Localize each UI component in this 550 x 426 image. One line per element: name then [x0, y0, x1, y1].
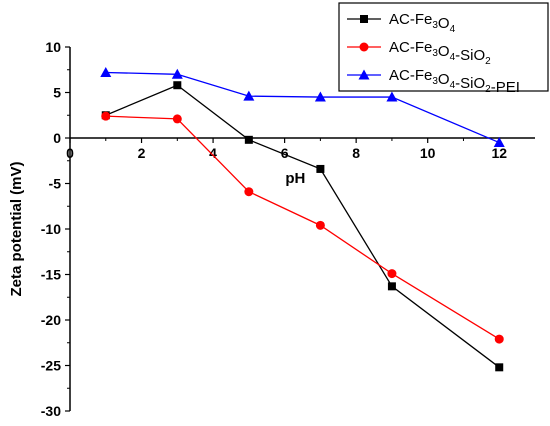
- series-line: [105, 84, 500, 368]
- x-axis-title: pH: [285, 170, 305, 187]
- x-tick-label: 10: [420, 145, 436, 161]
- data-point: [493, 137, 505, 148]
- legend-label: AC-Fe3O4-SiO2: [389, 39, 491, 67]
- y-tick-label: -10: [41, 221, 61, 237]
- series-2: [101, 111, 504, 344]
- data-point: [171, 68, 183, 79]
- data-point: [495, 363, 504, 372]
- x-tick-label: 2: [138, 145, 146, 161]
- y-tick-label: -30: [41, 403, 61, 419]
- x-tick-label: 0: [66, 145, 74, 161]
- legend-marker: [359, 42, 369, 52]
- y-axis-title: Zeta potential (mV): [8, 161, 25, 296]
- series-line: [105, 115, 500, 340]
- legend-label: AC-Fe3O4-SiO2-PEI: [389, 67, 520, 96]
- x-tick-label: 8: [352, 145, 360, 161]
- y-tick-label: -20: [41, 312, 61, 328]
- y-tick-label: 10: [45, 39, 61, 55]
- legend-entry: AC-Fe3O4-SiO2-PEI: [347, 67, 520, 96]
- data-point: [100, 66, 112, 77]
- y-tick-label: -25: [41, 358, 61, 374]
- y-tick-label: -5: [49, 176, 62, 192]
- legend-entry: AC-Fe3O4-SiO2: [347, 39, 491, 67]
- data-point: [387, 282, 396, 291]
- x-tick-label: 12: [491, 145, 507, 161]
- data-point: [244, 187, 254, 197]
- data-point: [315, 220, 325, 230]
- data-point: [386, 91, 398, 102]
- data-point: [494, 334, 504, 344]
- legend-marker: [358, 69, 370, 80]
- data-point: [173, 81, 182, 90]
- series-line: [105, 71, 500, 144]
- legend-marker: [360, 15, 368, 23]
- data-point: [243, 90, 255, 101]
- y-tick-label: -15: [41, 267, 61, 283]
- data-point: [314, 91, 326, 102]
- series-layer: [100, 66, 505, 372]
- series-3: [100, 66, 505, 148]
- y-tick-label: 0: [53, 130, 61, 146]
- x-tick-label: 4: [209, 145, 217, 161]
- data-point: [101, 111, 111, 121]
- legend-entry: AC-Fe3O4: [347, 11, 456, 35]
- x-tick-label: 6: [281, 145, 289, 161]
- data-point: [316, 164, 325, 173]
- legend-label: AC-Fe3O4: [389, 11, 456, 35]
- y-tick-label: 5: [53, 85, 61, 101]
- data-point: [244, 135, 253, 144]
- data-point: [172, 114, 182, 124]
- data-point: [387, 269, 397, 279]
